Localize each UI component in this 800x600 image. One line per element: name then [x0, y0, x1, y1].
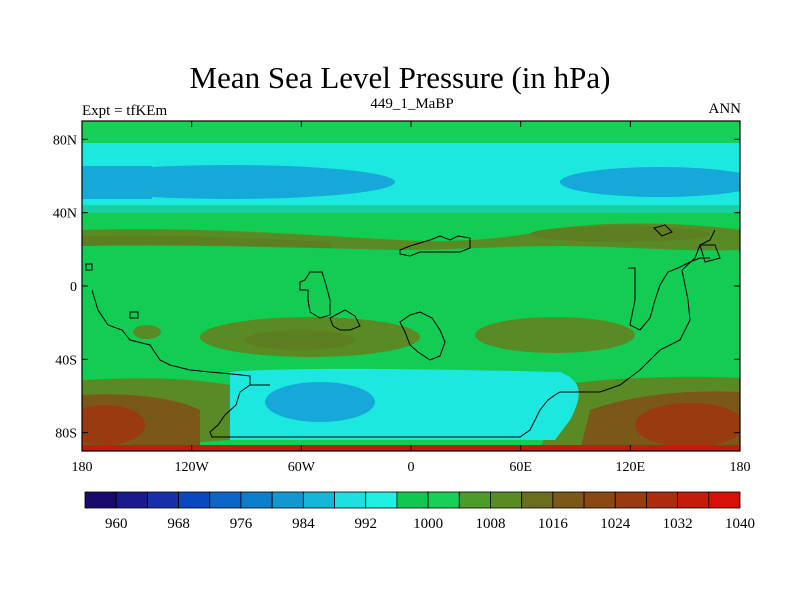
colorbar-swatch — [240, 491, 273, 509]
season-label: ANN — [708, 101, 742, 117]
colorbar-swatch — [677, 491, 710, 509]
lat-tick-label: 40S — [55, 353, 77, 368]
colorbar-swatch — [209, 491, 242, 509]
colorbar-swatch — [396, 491, 429, 509]
colorbar-swatch — [583, 491, 616, 509]
colorbar-swatch — [334, 491, 367, 509]
pressure-field — [82, 121, 740, 451]
lat-tick-label: 0 — [70, 280, 77, 295]
lon-tick-label: 0 — [408, 460, 415, 475]
coastlines — [85, 224, 721, 438]
lon-tick-label: 60E — [509, 460, 532, 475]
lon-tick-label: 120E — [616, 460, 646, 475]
colorbar-swatch — [84, 491, 117, 509]
axis-ticks: 180 120W 60W 0 60E 120E 180 80N 40N 0 40S 80S — [53, 121, 751, 475]
colorbar-label: 1000 — [413, 516, 443, 532]
colorbar-label: 1008 — [475, 516, 505, 532]
lon-tick-label: 60W — [288, 460, 316, 475]
colorbar-label: 1040 — [725, 516, 755, 532]
colorbar-swatch — [146, 491, 179, 509]
map-title: Mean Sea Level Pressure (in hPa) — [189, 60, 611, 95]
colorbar-label: 984 — [292, 516, 315, 532]
colorbar-swatch — [365, 491, 398, 509]
lat-tick-label: 40N — [53, 207, 77, 222]
colorbar-swatch — [271, 491, 304, 509]
colorbar-label: 968 — [167, 516, 190, 532]
colorbar-swatch — [614, 491, 647, 509]
colorbar-label: 960 — [105, 516, 128, 532]
colorbar-swatch — [178, 491, 211, 509]
colorbar-swatch — [521, 491, 554, 509]
colorbar-swatch — [302, 491, 335, 509]
colorbar-label: 1016 — [538, 516, 569, 532]
colorbar-swatch — [458, 491, 491, 509]
colorbar-swatch — [646, 491, 679, 509]
experiment-label: Expt = tfKEm — [82, 103, 168, 119]
colorbar-swatch — [427, 491, 460, 509]
colorbar-label: 992 — [354, 516, 377, 532]
colorbar-label: 1032 — [663, 516, 693, 532]
colorbar-swatch — [115, 491, 148, 509]
lon-tick-label: 120W — [175, 460, 210, 475]
colorbar-swatch — [552, 491, 585, 509]
colorbar-label: 976 — [230, 516, 253, 532]
lon-tick-label: 180 — [72, 460, 93, 475]
run-label: 449_1_MaBP — [370, 96, 454, 112]
lat-tick-label: 80N — [53, 133, 77, 148]
lon-tick-label: 180 — [730, 460, 751, 475]
colorbar: 960 968 976 984 992 1000 1008 1016 1024 1032 1040 — [84, 491, 755, 532]
colorbar-swatch — [708, 491, 741, 509]
colorbar-swatch — [490, 491, 523, 509]
colorbar-label: 1024 — [600, 516, 631, 532]
lat-tick-label: 80S — [55, 427, 77, 442]
